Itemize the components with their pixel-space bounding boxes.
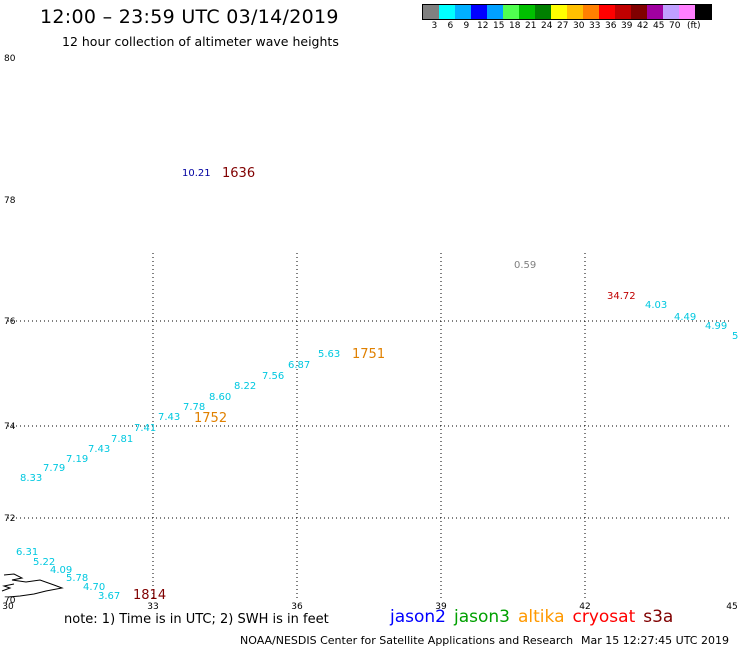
- wave-height-label: 1752: [194, 411, 227, 426]
- wave-height-label: 5.78: [66, 573, 88, 584]
- satellite-legend-s3a: s3a: [643, 607, 674, 627]
- latitude-label: 78: [4, 196, 16, 206]
- scale-swatch: [487, 5, 503, 19]
- longitude-label: 36: [291, 602, 303, 612]
- map-title: 12:00 – 23:59 UTC 03/14/2019: [40, 6, 339, 28]
- scale-label: 6: [447, 21, 454, 31]
- footer-timestamp: Mar 15 12:27:45 UTC 2019: [581, 634, 729, 647]
- scale-label: 30: [573, 21, 585, 31]
- wave-height-label: 4.70: [83, 582, 105, 593]
- map-grid: [8, 253, 732, 598]
- wave-height-label: 10.21: [182, 168, 211, 179]
- satellite-legend-jason3: jason3: [454, 607, 510, 627]
- longitude-label: 39: [435, 602, 447, 612]
- wave-height-label: 1636: [222, 166, 255, 181]
- scale-label: (ft): [687, 21, 701, 31]
- wave-height-label: 3.67: [98, 591, 120, 602]
- longitude-label: 42: [579, 602, 590, 612]
- scale-label: 70: [669, 21, 681, 31]
- scale-swatch: [583, 5, 599, 19]
- wave-height-label: 8.33: [20, 473, 42, 484]
- coastline: [1, 573, 64, 598]
- color-scale-labels: 3 6 9 12 15 18 21 24 27 30 33 36 39 42 45 70 (ft): [422, 20, 712, 32]
- wave-height-label: 6.31: [16, 547, 38, 558]
- wave-height-label: 7.41: [134, 423, 156, 434]
- scale-swatch: [599, 5, 615, 19]
- longitude-label: 45: [726, 602, 737, 612]
- wave-height-label: 5: [732, 331, 738, 342]
- wave-height-label: 5.22: [33, 557, 55, 568]
- wave-height-label: 6.87: [288, 360, 310, 371]
- scale-swatch: [503, 5, 519, 19]
- footer-credit: NOAA/NESDIS Center for Satellite Applica…: [240, 634, 574, 647]
- wave-height-label: 4.99: [705, 321, 727, 332]
- scale-label: 33: [589, 21, 601, 31]
- scale-label: 36: [605, 21, 617, 31]
- scale-swatch: [455, 5, 471, 19]
- coastline-fragment: [1, 573, 64, 598]
- scale-label: 42: [637, 21, 649, 31]
- scale-swatch: [535, 5, 551, 19]
- footer-note: note: 1) Time is in UTC; 2) SWH is in fe…: [64, 612, 329, 627]
- scale-label: 21: [525, 21, 537, 31]
- latitude-label: 74: [4, 422, 16, 432]
- observation-labels: 10.21 1636 0.59 34.72 4.03 4.49 4.99 5 5.63 1751 6…: [16, 166, 738, 603]
- scale-swatch: [471, 5, 487, 19]
- latitude-labels: 80 78 76 74 72 70: [4, 54, 16, 606]
- color-scale-legend: 3 6 9 12 15 18 21 24 27 30 33 36 39 42 45 70 (ft): [422, 4, 712, 32]
- map-subtitle: 12 hour collection of altimeter wave hei…: [62, 34, 339, 49]
- scale-label: 15: [493, 21, 505, 31]
- wave-height-label: 7.56: [262, 371, 284, 382]
- latitude-label: 80: [4, 54, 16, 64]
- wave-height-label: 7.79: [43, 463, 65, 474]
- satellite-legend-cryosat: cryosat: [572, 607, 636, 627]
- scale-swatch: [439, 5, 455, 19]
- wave-height-label: 7.78: [183, 402, 205, 413]
- wave-height-label: 0.59: [514, 260, 536, 271]
- wave-height-label: 4.49: [674, 312, 696, 323]
- scale-label: 24: [541, 21, 553, 31]
- wave-height-label: 7.81: [111, 434, 133, 445]
- latitude-label: 76: [4, 317, 16, 327]
- scale-swatch: [695, 5, 711, 19]
- longitude-label: 30: [2, 602, 14, 612]
- wave-height-label: 4.03: [645, 300, 667, 311]
- color-scale-swatches: [422, 4, 712, 20]
- scale-label: 18: [509, 21, 521, 31]
- wave-height-label: 4.09: [50, 565, 72, 576]
- scale-label: 39: [621, 21, 633, 31]
- wave-height-label: 8.22: [234, 381, 256, 392]
- wave-height-label: 1814: [133, 588, 166, 603]
- scale-label: 27: [557, 21, 569, 31]
- wave-height-label: 7.43: [158, 412, 180, 423]
- wave-height-label: 7.43: [88, 444, 110, 455]
- scale-swatch: [423, 5, 439, 19]
- scale-label: 9: [463, 21, 470, 31]
- scale-swatch: [551, 5, 567, 19]
- satellite-legend-jason2: jason2: [390, 607, 446, 627]
- scale-label: 3: [431, 21, 438, 31]
- scale-swatch: [647, 5, 663, 19]
- scale-swatch: [615, 5, 631, 19]
- wave-height-label: 7.19: [66, 454, 88, 465]
- scale-label: 45: [653, 21, 665, 31]
- satellite-legend-altika: altika: [518, 607, 565, 627]
- scale-swatch: [679, 5, 695, 19]
- scale-swatch: [519, 5, 535, 19]
- scale-swatch: [567, 5, 583, 19]
- wave-height-label: 34.72: [607, 291, 636, 302]
- scale-label: 12: [477, 21, 489, 31]
- latitude-label: 72: [4, 514, 15, 524]
- longitude-labels: 30 33 36 39 42 45: [2, 602, 737, 612]
- longitude-label: 33: [147, 602, 158, 612]
- scale-swatch: [631, 5, 647, 19]
- wave-height-label: 8.60: [209, 392, 231, 403]
- latitude-label: 70: [4, 596, 16, 606]
- satellite-legend: jason2 jason3 altika cryosat s3a: [390, 607, 681, 627]
- wave-height-label: 5.63: [318, 349, 340, 360]
- scale-swatch: [663, 5, 679, 19]
- wave-height-label: 1751: [352, 347, 385, 362]
